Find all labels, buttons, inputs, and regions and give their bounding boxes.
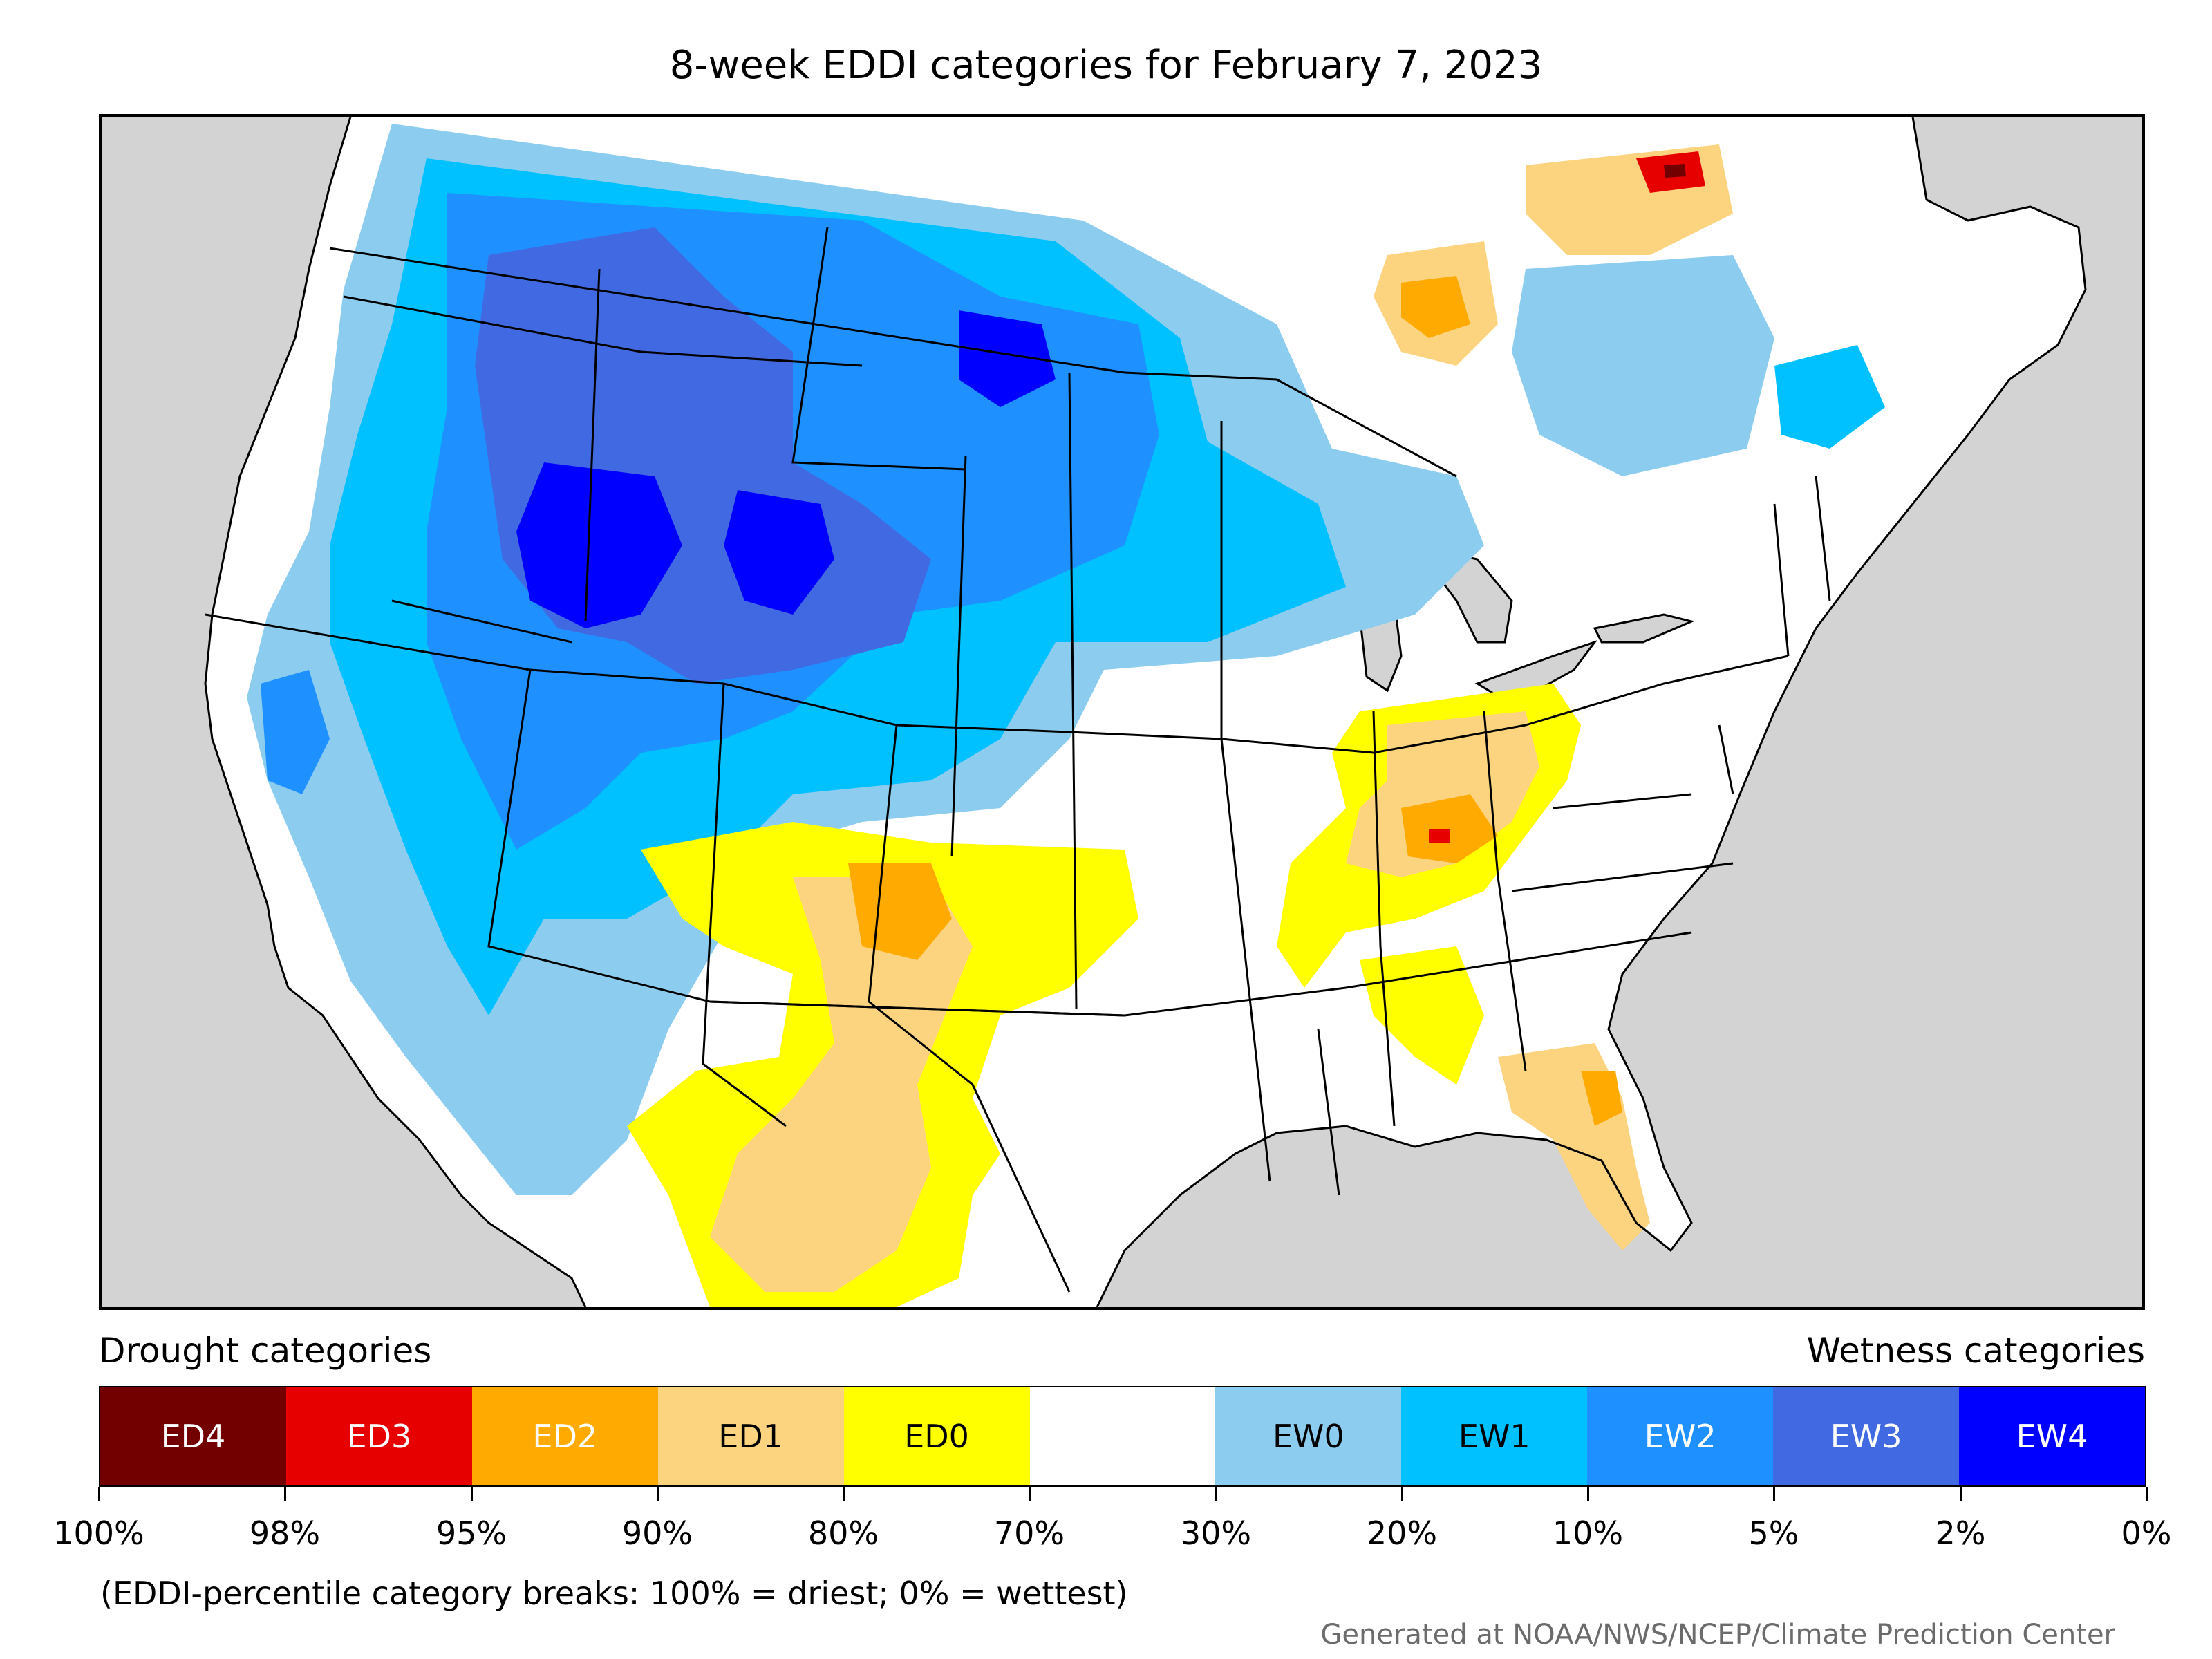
colorbar-tick-label: 30% bbox=[1180, 1515, 1252, 1552]
lake-ontario bbox=[1593, 613, 1695, 644]
category-swatch-ew1: EW1 bbox=[1401, 1387, 1588, 1485]
colorbar-tick-label: 20% bbox=[1366, 1515, 1438, 1552]
colorbar-tick-label: 95% bbox=[435, 1515, 507, 1552]
colorbar-tick-label: 98% bbox=[249, 1515, 321, 1552]
category-swatch-ew2: EW2 bbox=[1587, 1387, 1774, 1485]
category-swatch-ew4: EW4 bbox=[1959, 1387, 2145, 1485]
source-credit: Generated at NOAA/NWS/NCEP/Climate Predi… bbox=[1320, 1619, 2115, 1651]
colorbar-tick bbox=[2146, 1487, 2148, 1501]
category-breaks-footnote: (EDDI-percentile category breaks: 100% =… bbox=[100, 1575, 1128, 1612]
colorbar-tick bbox=[98, 1487, 100, 1501]
category-swatch-ed3: ED3 bbox=[285, 1387, 472, 1485]
dry-ed2-ontario bbox=[1401, 276, 1470, 338]
colorbar-tick-label: 90% bbox=[621, 1515, 693, 1552]
colorbar-tick bbox=[1401, 1487, 1403, 1501]
category-swatch-ed2: ED2 bbox=[471, 1387, 658, 1485]
map-canvas bbox=[204, 117, 2087, 1307]
eddi-map bbox=[99, 114, 2145, 1310]
colorbar-tick-label: 2% bbox=[1935, 1515, 1986, 1552]
colorbar-tick bbox=[1960, 1487, 1962, 1501]
dry-ed2-texas-panhandle bbox=[848, 863, 952, 960]
colorbar-tick bbox=[843, 1487, 845, 1501]
colorbar-tick bbox=[657, 1487, 659, 1501]
coastlines bbox=[204, 117, 2087, 1307]
wet-ew4-region bbox=[516, 462, 682, 628]
colorbar-tick-label: 100% bbox=[53, 1515, 144, 1552]
wet-ew2-california bbox=[261, 670, 330, 794]
colorbar-tick-label: 10% bbox=[1552, 1515, 1624, 1552]
category-swatch-ed4: ED4 bbox=[100, 1387, 286, 1485]
wet-ew0-quebec bbox=[1512, 255, 1774, 476]
category-swatch-none bbox=[1029, 1387, 1216, 1485]
colorbar-tick-label: 70% bbox=[993, 1515, 1065, 1552]
state-borders bbox=[205, 227, 1831, 1293]
category-swatch-ew3: EW3 bbox=[1773, 1387, 1960, 1485]
colorbar-tick bbox=[1029, 1487, 1031, 1501]
category-colorbar: ED4 ED3 ED2 ED1 ED0 EW0 EW1 EW2 EW3 EW4 bbox=[99, 1386, 2146, 1487]
category-swatch-ew0: EW0 bbox=[1215, 1387, 1402, 1485]
colorbar-tick-label: 80% bbox=[807, 1515, 879, 1552]
dry-ed4-quebec bbox=[1664, 164, 1686, 178]
colorbar-ticks: 100% 98% 95% 90% 80% 70% 30% 20% 10% 5% 2% 0% bbox=[53, 1487, 2171, 1552]
wet-ew4-region-2 bbox=[724, 490, 834, 615]
dry-ed2-florida bbox=[1581, 1071, 1622, 1126]
colorbar-tick bbox=[1587, 1487, 1589, 1501]
colorbar-tick bbox=[1215, 1487, 1217, 1501]
category-swatch-ed1: ED1 bbox=[657, 1387, 844, 1485]
map-title: 8-week EDDI categories for February 7, 2… bbox=[669, 43, 1543, 88]
colorbar-tick bbox=[471, 1487, 473, 1501]
colorbar-tick-label: 0% bbox=[2121, 1515, 2172, 1552]
colorbar-tick bbox=[284, 1487, 286, 1501]
wetness-categories-heading: Wetness categories bbox=[1806, 1331, 2145, 1371]
drought-categories-heading: Drought categories bbox=[99, 1331, 432, 1371]
dry-ed1-south-plains bbox=[710, 877, 973, 1292]
category-swatch-ed0: ED0 bbox=[843, 1387, 1030, 1485]
dry-ed3-kentucky bbox=[1429, 829, 1450, 843]
wet-ew4-region-3 bbox=[959, 310, 1056, 407]
wet-ew1-maine bbox=[1774, 345, 1885, 449]
colorbar-tick bbox=[1773, 1487, 1775, 1501]
colorbar-tick-label: 5% bbox=[1748, 1515, 1799, 1552]
